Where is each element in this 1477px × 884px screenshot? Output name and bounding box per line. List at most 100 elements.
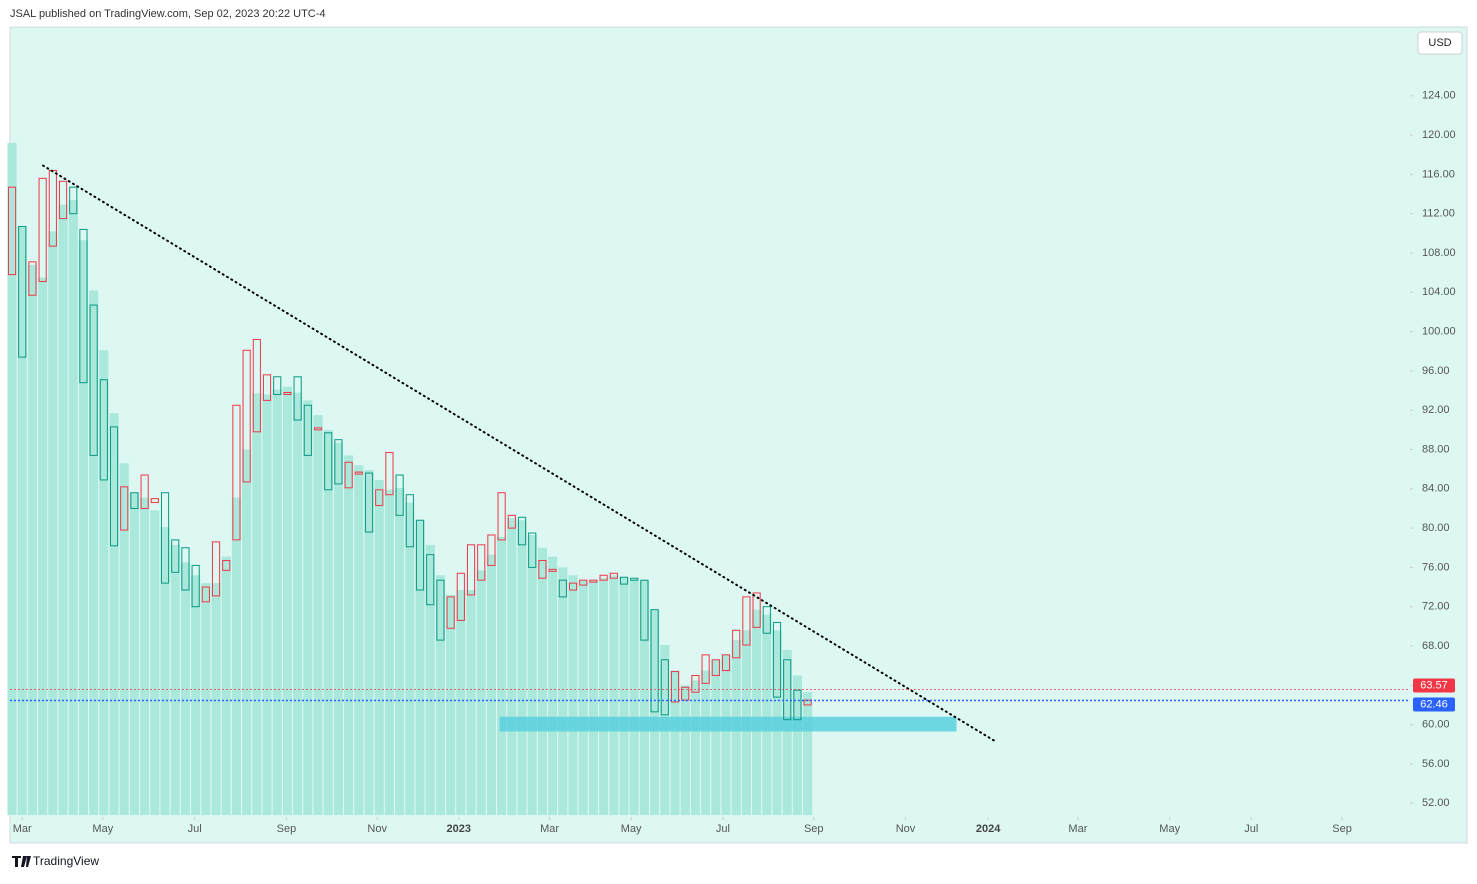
background-column [282, 386, 293, 815]
background-column [425, 544, 435, 815]
background-column [333, 442, 344, 815]
candle [793, 689, 802, 721]
candle [619, 576, 629, 585]
price-tag [1413, 678, 1455, 693]
candle [395, 474, 404, 516]
background-column [191, 575, 201, 815]
candle [58, 180, 68, 220]
background-column [262, 394, 272, 815]
candle [507, 514, 516, 529]
candle [528, 532, 537, 568]
y-tick-label: 124.00 [1422, 90, 1456, 102]
background-column [242, 449, 252, 815]
candle [7, 186, 17, 276]
x-tick-label: Nov [896, 823, 916, 835]
background-column [578, 580, 588, 815]
candle [772, 621, 782, 698]
background-column [38, 277, 48, 815]
candle [415, 519, 425, 591]
background-column [201, 583, 211, 815]
candle [650, 609, 659, 713]
candle [120, 486, 129, 531]
candle [28, 261, 37, 296]
candle [681, 686, 690, 701]
background-column [701, 670, 711, 815]
y-tick-label: 68.00 [1422, 640, 1450, 652]
x-tick-label: Sep [804, 823, 824, 835]
background-column [405, 502, 415, 815]
background-column [446, 594, 456, 815]
candle [130, 492, 139, 509]
candle [283, 392, 292, 395]
y-tick-label: 88.00 [1422, 443, 1450, 455]
background-column [803, 692, 813, 815]
x-tick-label: Sep [277, 823, 297, 835]
x-tick-label: May [92, 823, 113, 835]
background-column [548, 556, 558, 815]
candle [140, 474, 149, 509]
brand: TradingView [33, 854, 99, 868]
candle [762, 606, 771, 634]
candle [334, 439, 343, 485]
x-tick-label: Jul [1244, 823, 1258, 835]
candle [609, 572, 618, 579]
candle [538, 560, 547, 579]
background-column [323, 429, 333, 815]
candle [313, 427, 323, 431]
y-tick-label: 120.00 [1422, 129, 1456, 141]
y-tick-label: 116.00 [1422, 168, 1455, 180]
background-column [58, 204, 68, 815]
background-column [792, 675, 802, 815]
candle [375, 489, 384, 507]
candle [242, 349, 251, 483]
background-column [221, 556, 231, 815]
background-column [527, 534, 537, 815]
background-column [252, 393, 262, 815]
y-tick-label: 56.00 [1422, 758, 1450, 770]
x-tick-label: Nov [367, 823, 387, 835]
background-column [690, 680, 700, 815]
y-tick-label: 112.00 [1422, 208, 1455, 220]
y-tick-label: 60.00 [1422, 719, 1450, 731]
candle [252, 338, 261, 433]
candle [548, 568, 557, 572]
candle [517, 516, 527, 546]
x-tick-label: Mar [13, 823, 32, 835]
background-column [293, 392, 303, 815]
candle [568, 582, 578, 591]
background-column [782, 649, 792, 815]
candle [385, 451, 394, 496]
background-column [364, 470, 374, 815]
candle [752, 592, 761, 628]
price-label: 62.46 [1420, 698, 1448, 710]
candle [405, 494, 414, 548]
background-column [588, 580, 598, 815]
candle [630, 577, 639, 581]
currency-button[interactable] [1417, 31, 1463, 55]
background-column [313, 415, 323, 815]
candle [99, 379, 108, 481]
candle [640, 579, 649, 641]
candle [89, 304, 98, 456]
y-tick-label: 72.00 [1422, 601, 1450, 613]
background-column [415, 520, 425, 815]
background-column [99, 350, 109, 815]
zone [499, 716, 957, 732]
background-column [486, 554, 497, 815]
candle [446, 596, 455, 629]
candle [160, 492, 170, 584]
candle [599, 574, 608, 581]
background-column [517, 520, 527, 815]
candle [589, 579, 598, 583]
trendline [42, 164, 997, 743]
candle [487, 534, 496, 566]
currency-label[interactable]: USD [1428, 37, 1451, 49]
background-column [752, 609, 762, 815]
y-tick-label: 108.00 [1422, 247, 1456, 259]
candle [456, 572, 465, 621]
candle [293, 376, 302, 421]
background-column [639, 580, 649, 815]
background-column [344, 455, 354, 815]
candle [721, 654, 731, 672]
